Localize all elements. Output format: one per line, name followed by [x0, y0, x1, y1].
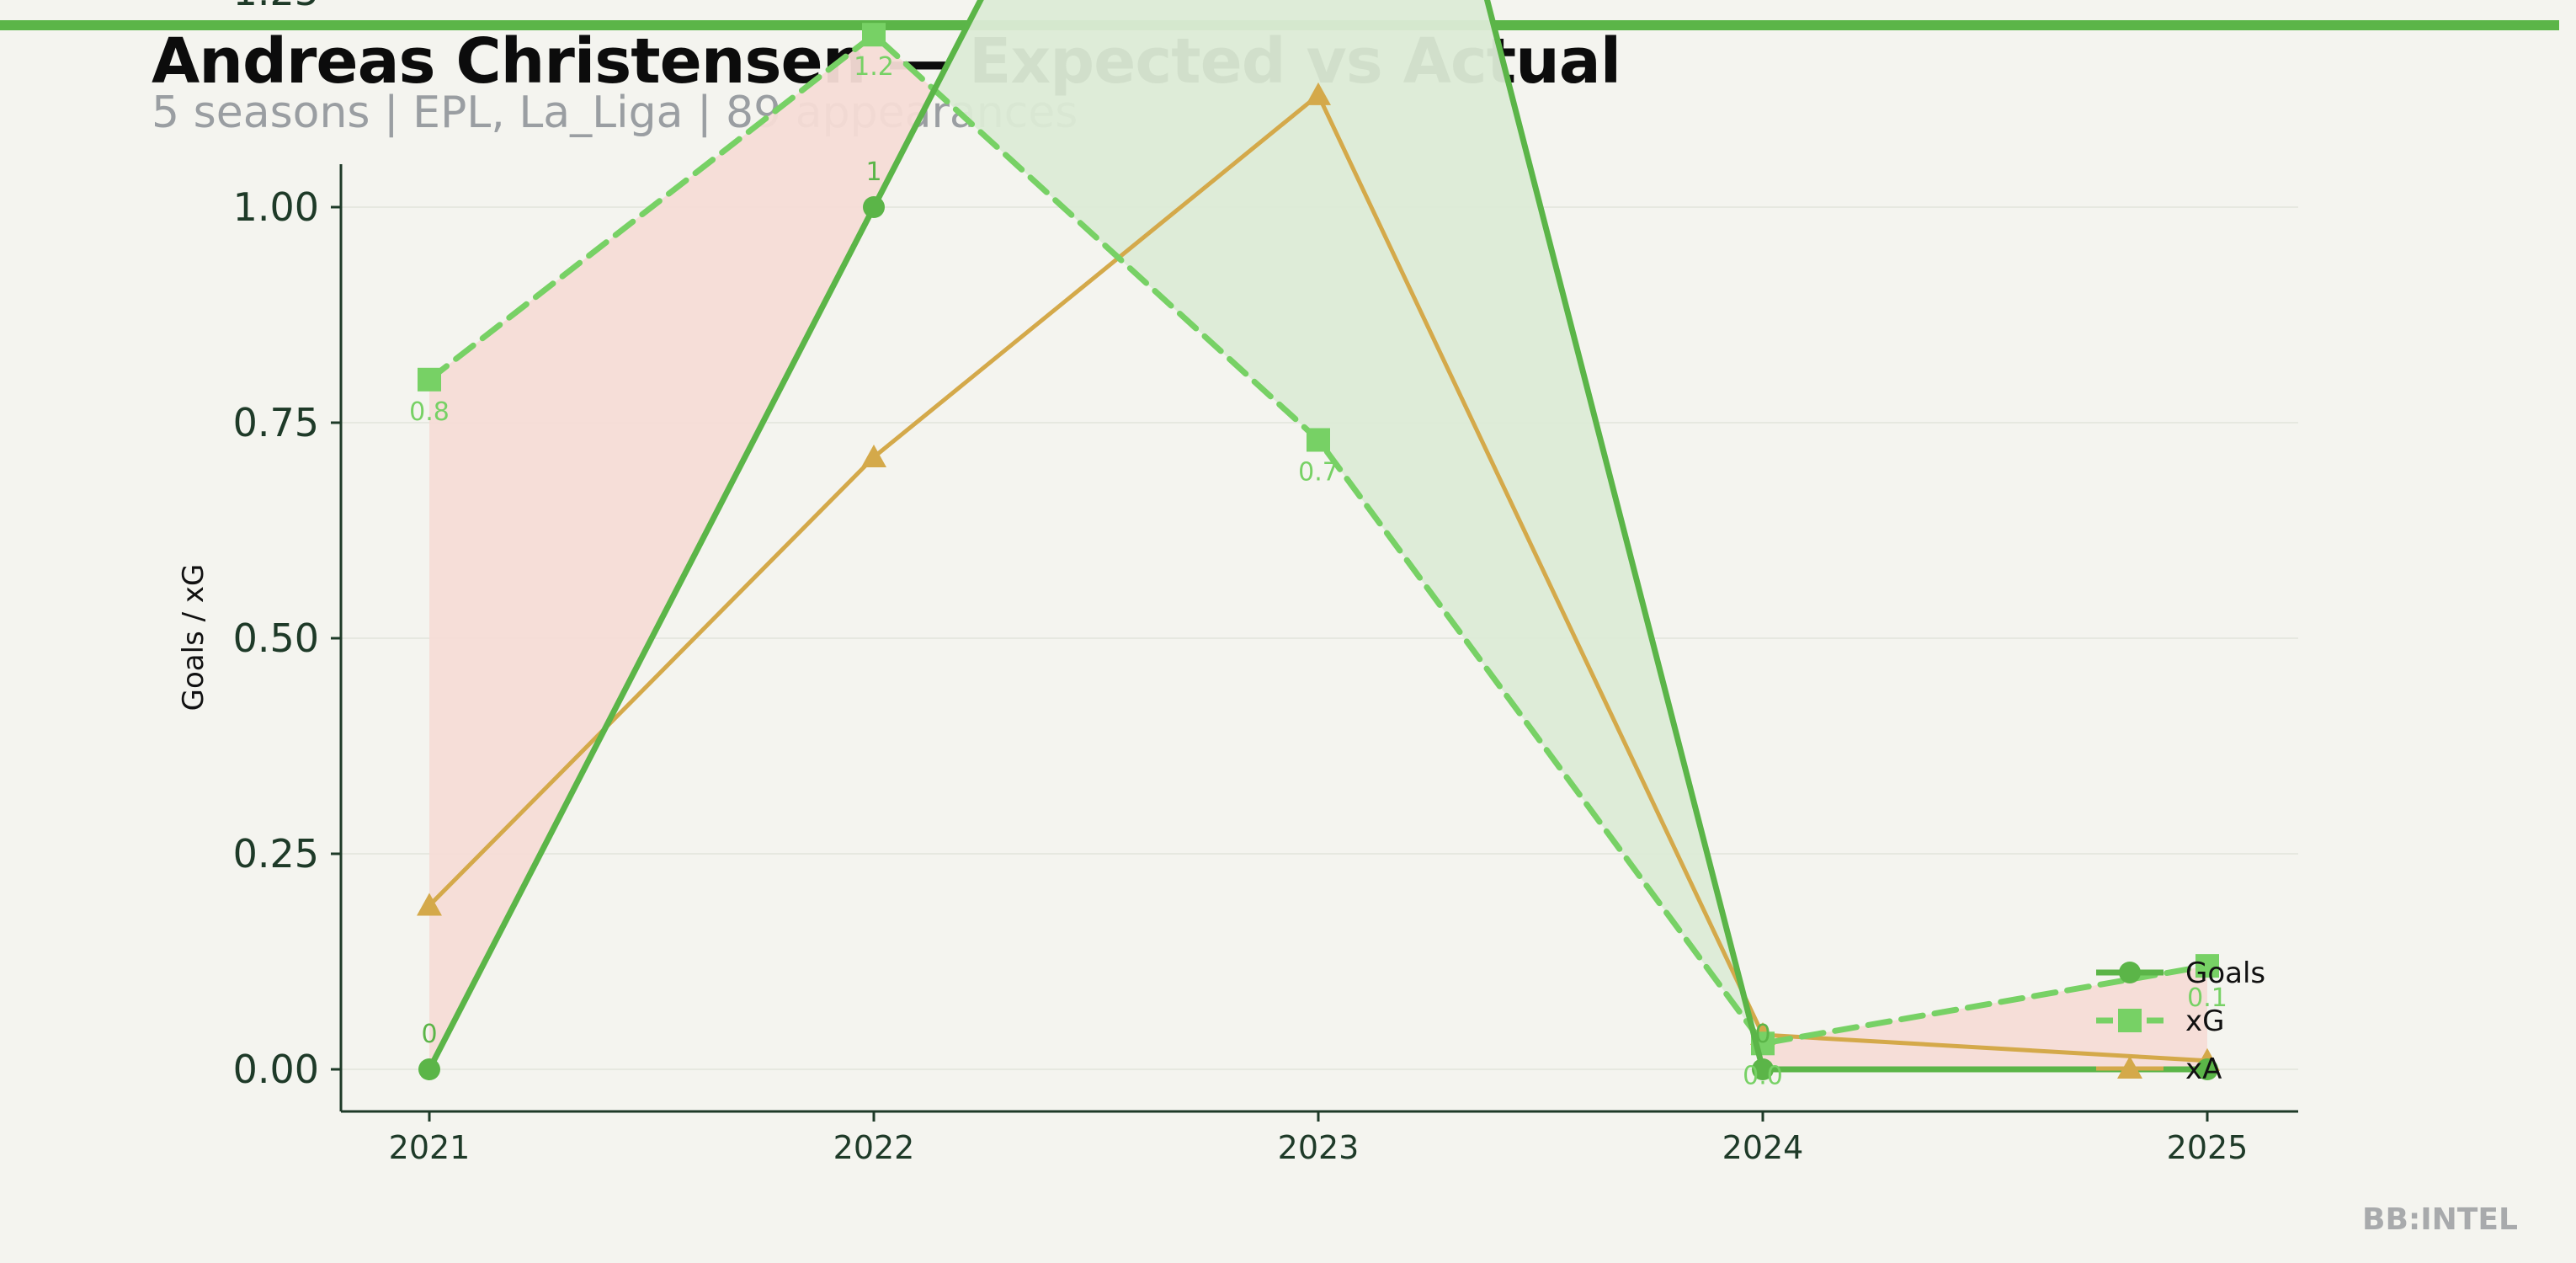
- overperform-fill: [934, 0, 1318, 440]
- legend-marker-xg: [2118, 1009, 2142, 1032]
- point-xa: [417, 893, 442, 916]
- underperform-fill: [1763, 966, 2207, 1069]
- data-label-xg: 0.8: [409, 397, 450, 427]
- point-goals: [2196, 1058, 2218, 1080]
- legend-label-xa: xA: [2185, 1052, 2222, 1086]
- y-tick-label: 0.00: [233, 1047, 319, 1092]
- legend: Goals xG xA: [2096, 957, 2265, 1086]
- point-goals: [863, 196, 885, 218]
- data-labels: 01200.81.20.70.00.1: [409, 52, 2227, 1090]
- legend-label-goals: Goals: [2185, 957, 2265, 990]
- underperform-fill: [429, 35, 874, 1070]
- point-xg: [418, 367, 441, 392]
- data-label-xg: 1.2: [854, 52, 894, 82]
- point-goals: [1752, 1058, 1774, 1080]
- data-label-xg: 0.1: [2187, 983, 2227, 1013]
- watermark-logo: BB:INTEL: [2362, 1202, 2518, 1237]
- point-xa: [1306, 82, 1331, 105]
- y-tick-label: 1.00: [233, 184, 319, 230]
- legend-marker-goals: [2119, 962, 2141, 983]
- x-tick-label: 2023: [1278, 1129, 1360, 1166]
- y-tick-label: 0.75: [233, 400, 319, 445]
- y-tick-label: 1.25: [233, 0, 319, 14]
- x-tick-label: 2022: [833, 1129, 915, 1166]
- y-tick-label: 0.50: [233, 616, 319, 661]
- axes: 0.000.250.500.751.001.251.501.752.002021…: [177, 0, 2298, 1166]
- x-tick-label: 2021: [389, 1129, 471, 1166]
- point-goals: [418, 1058, 440, 1080]
- y-axis-label: Goals / xG: [177, 564, 210, 711]
- x-tick-label: 2024: [1722, 1129, 1804, 1166]
- x-tick-label: 2025: [2167, 1129, 2249, 1166]
- y-tick-label: 0.25: [233, 831, 319, 877]
- performance-fill: [429, 0, 2207, 1070]
- point-xg: [1307, 428, 1330, 452]
- legend-marker-xa: [2117, 1056, 2142, 1079]
- series-group: [417, 0, 2220, 1080]
- legend-label-xg: xG: [2185, 1005, 2224, 1038]
- data-label-goals: 1: [865, 157, 881, 187]
- point-xg: [2195, 954, 2219, 978]
- data-label-goals: 0: [421, 1020, 437, 1049]
- data-label-goals: 0: [1754, 1020, 1770, 1049]
- data-label-xg: 0.7: [1298, 457, 1339, 487]
- point-xa: [861, 444, 886, 467]
- overperform-fill: [1318, 0, 1753, 1030]
- point-xg: [862, 23, 886, 47]
- series-line-goals: [426, 0, 2211, 1073]
- data-label-xg: 0.0: [1743, 1061, 1783, 1090]
